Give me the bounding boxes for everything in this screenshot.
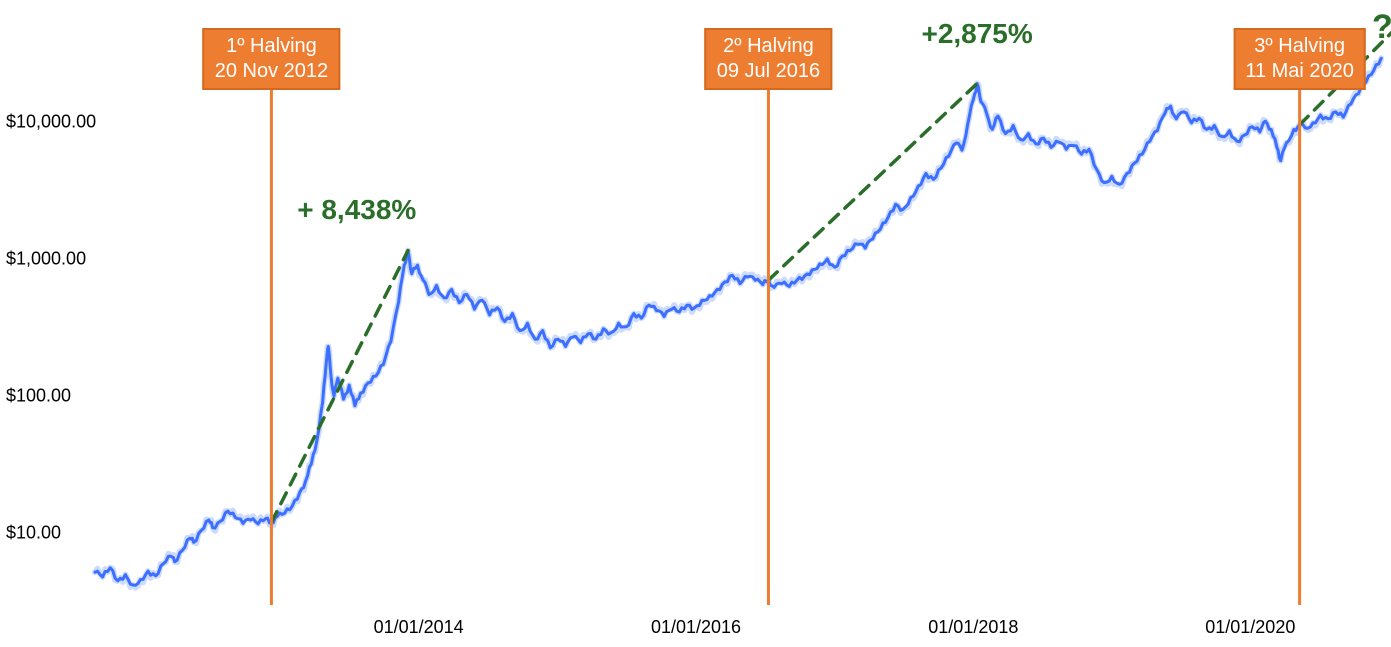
halving-date: 09 Jul 2016 xyxy=(717,59,820,84)
y-axis-label: $10.00 xyxy=(6,523,81,544)
halving-callout: 2º Halving09 Jul 2016 xyxy=(705,28,832,90)
btc-halving-chart: ? $10.00 $100.00 $1,000.00 $10,000.00 01/01/… xyxy=(0,0,1391,647)
x-axis-label: 01/01/2014 xyxy=(374,617,464,638)
trend-line xyxy=(271,251,408,523)
chart-svg xyxy=(0,0,1391,647)
y-axis-label: $1,000.00 xyxy=(6,248,81,269)
x-axis-label: 01/01/2020 xyxy=(1205,617,1295,638)
halving-callout: 1º Halving20 Nov 2012 xyxy=(203,28,340,90)
trend-line xyxy=(768,84,977,281)
future-question-mark: ? xyxy=(1372,8,1391,47)
x-axis-label: 01/01/2018 xyxy=(928,617,1018,638)
halving-title: 2º Halving xyxy=(717,34,820,59)
halving-title: 1º Halving xyxy=(215,34,328,59)
y-axis-label: $100.00 xyxy=(6,386,81,407)
halving-callout: 3º Halving11 Mai 2020 xyxy=(1233,28,1366,90)
x-axis-label: 01/01/2016 xyxy=(651,617,741,638)
gain-label: + 8,438% xyxy=(297,194,416,226)
halving-date: 20 Nov 2012 xyxy=(215,59,328,84)
gain-label: +2,875% xyxy=(921,18,1032,50)
y-axis-label: $10,000.00 xyxy=(6,111,81,132)
halving-title: 3º Halving xyxy=(1245,34,1354,59)
halving-date: 11 Mai 2020 xyxy=(1245,59,1354,84)
